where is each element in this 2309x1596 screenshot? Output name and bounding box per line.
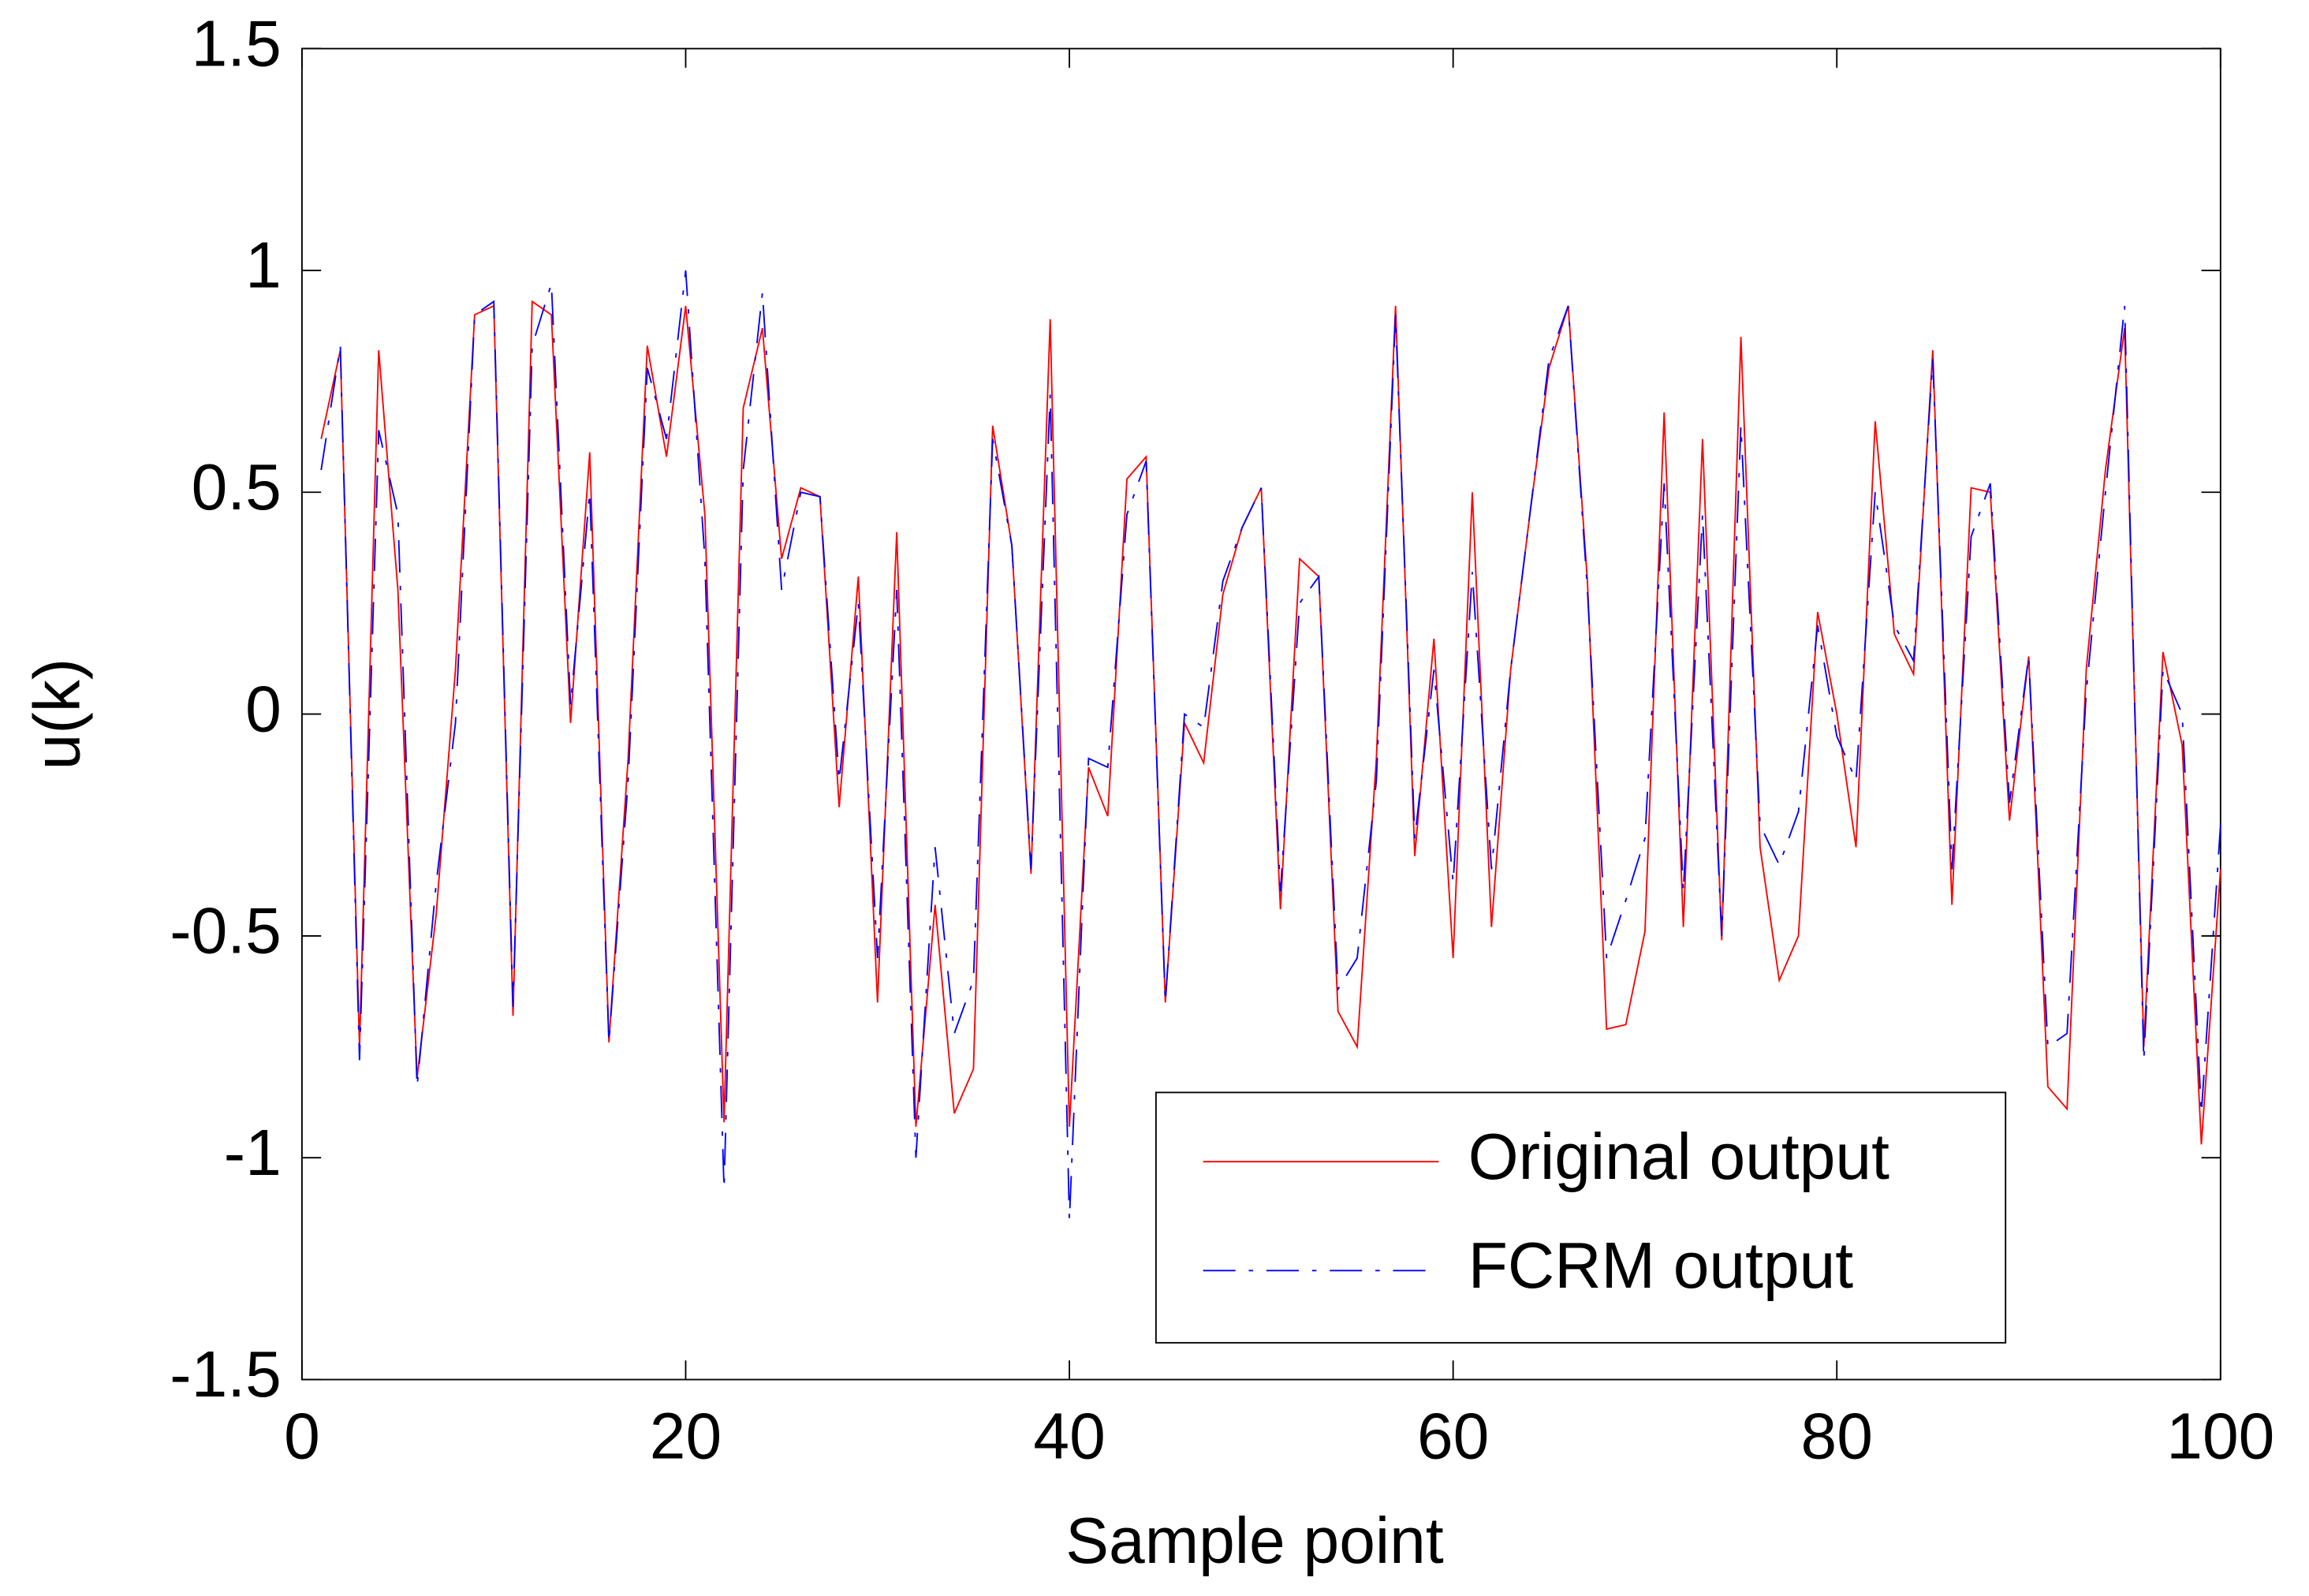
y-tick-label: 1 <box>245 230 282 302</box>
y-tick-label: 1.5 <box>192 8 282 80</box>
y-axis-label: u(k) <box>21 658 93 770</box>
series-line <box>320 270 2221 1221</box>
x-tick-label: 0 <box>284 1401 320 1473</box>
legend-label: FCRM output <box>1468 1230 1854 1302</box>
y-tick-label: -1.5 <box>170 1339 282 1411</box>
x-tick-label: 20 <box>650 1401 722 1473</box>
legend-box <box>1154 1091 2007 1344</box>
x-axis-label: Sample point <box>1065 1505 1444 1577</box>
x-tick-label: 40 <box>1033 1401 1105 1473</box>
x-tick-label: 80 <box>1801 1401 1873 1473</box>
x-tick-label: 60 <box>1417 1401 1489 1473</box>
y-tick-label: -0.5 <box>170 896 282 968</box>
y-tick-label: 0.5 <box>192 452 282 524</box>
y-tick-label: 0 <box>245 673 282 745</box>
x-tick-label: 100 <box>2166 1401 2274 1473</box>
legend-label: Original output <box>1468 1121 1889 1193</box>
y-tick-label: -1 <box>224 1117 282 1189</box>
